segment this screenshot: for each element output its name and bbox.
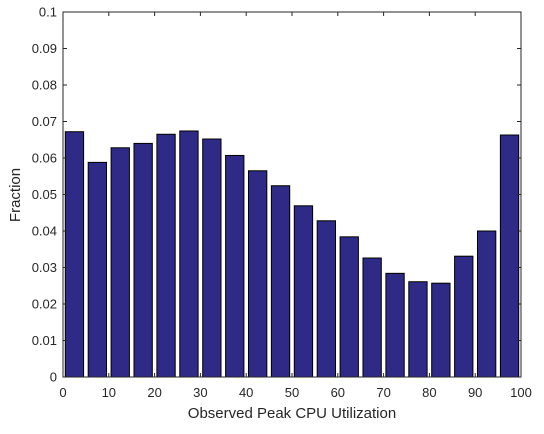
bar-11 (316, 220, 337, 378)
y-axis-label: Fraction (7, 168, 24, 222)
bar-12 (339, 236, 359, 378)
x-axis-ticks: 0 10 20 30 40 50 60 70 80 90 100 (59, 12, 532, 400)
plot-frame (62, 11, 522, 378)
x-tick-label-10: 100 (510, 385, 532, 400)
x-tick-label-4: 40 (239, 385, 253, 400)
y-axis-ticks: 0 0.01 0.02 0.03 0.04 0.05 0.06 0.07 0.08 0.09 0.1 (32, 5, 521, 385)
bar-19 (499, 134, 520, 378)
y-tick-label-5: 0.05 (32, 187, 57, 202)
bar-16 (431, 282, 451, 378)
x-axis-label: Observed Peak CPU Utilization (188, 405, 396, 422)
y-tick-label-6: 0.06 (32, 151, 57, 166)
plot-area (63, 12, 521, 377)
bar-18 (476, 230, 497, 378)
x-tick-label-2: 20 (147, 385, 161, 400)
bar-5 (179, 130, 199, 378)
bar-6 (202, 138, 222, 378)
x-tick-label-5: 50 (285, 385, 299, 400)
x-tick-label-0: 0 (59, 385, 66, 400)
bar-10 (293, 205, 314, 378)
bar-8 (247, 170, 268, 378)
y-tick-label-8: 0.08 (32, 78, 57, 93)
y-tick-label-4: 0.04 (32, 224, 57, 239)
y-tick-label-9: 0.09 (32, 41, 57, 56)
x-tick-label-6: 60 (331, 385, 345, 400)
x-tick-label-7: 70 (376, 385, 390, 400)
bar-4 (156, 133, 176, 378)
bar-3 (133, 142, 153, 378)
x-tick-label-9: 90 (468, 385, 482, 400)
x-tick-label-3: 30 (193, 385, 207, 400)
bar-0 (64, 131, 85, 378)
x-tick-label-8: 80 (422, 385, 436, 400)
bar-7 (225, 154, 245, 378)
bar-13 (362, 257, 382, 378)
bar-9 (270, 185, 291, 378)
bar-1 (87, 161, 108, 378)
y-tick-label-0: 0 (50, 370, 57, 385)
y-tick-label-7: 0.07 (32, 114, 57, 129)
bar-17 (454, 255, 474, 378)
bars-group (64, 130, 520, 378)
bar-14 (385, 272, 405, 378)
bar-15 (408, 281, 428, 378)
y-tick-label-2: 0.02 (32, 297, 57, 312)
bar-2 (110, 147, 130, 378)
x-tick-label-1: 10 (102, 385, 116, 400)
y-tick-label-10: 0.1 (39, 5, 57, 20)
y-tick-label-3: 0.03 (32, 260, 57, 275)
y-tick-label-1: 0.01 (32, 333, 57, 348)
